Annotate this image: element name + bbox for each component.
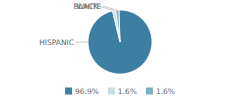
pie-slice xyxy=(88,10,152,74)
legend-item: 96.9% xyxy=(65,87,99,96)
leader-line xyxy=(103,6,117,10)
chart: HISPANICBLACKWHITE 96.9% 1.6% 1.6% xyxy=(0,0,240,100)
legend-item: 1.6% xyxy=(108,87,137,96)
pie-slice xyxy=(113,10,120,42)
pie-slice xyxy=(116,10,120,42)
legend-item: 1.6% xyxy=(146,87,175,96)
labels: HISPANICBLACKWHITE xyxy=(39,2,117,47)
slice-label: HISPANIC xyxy=(39,38,74,47)
legend: 96.9% 1.6% 1.6% xyxy=(65,87,175,96)
legend-swatch xyxy=(108,88,115,95)
legend-swatch xyxy=(146,88,153,95)
legend-label: 1.6% xyxy=(118,87,137,96)
chart-container: HISPANICBLACKWHITE 96.9% 1.6% 1.6% xyxy=(0,0,240,100)
legend-label: 1.6% xyxy=(156,87,175,96)
legend-swatch xyxy=(65,88,72,95)
leader-line xyxy=(76,42,88,43)
legend-label: 96.9% xyxy=(75,87,99,96)
slices xyxy=(88,10,152,74)
slice-label: WHITE xyxy=(77,2,102,11)
